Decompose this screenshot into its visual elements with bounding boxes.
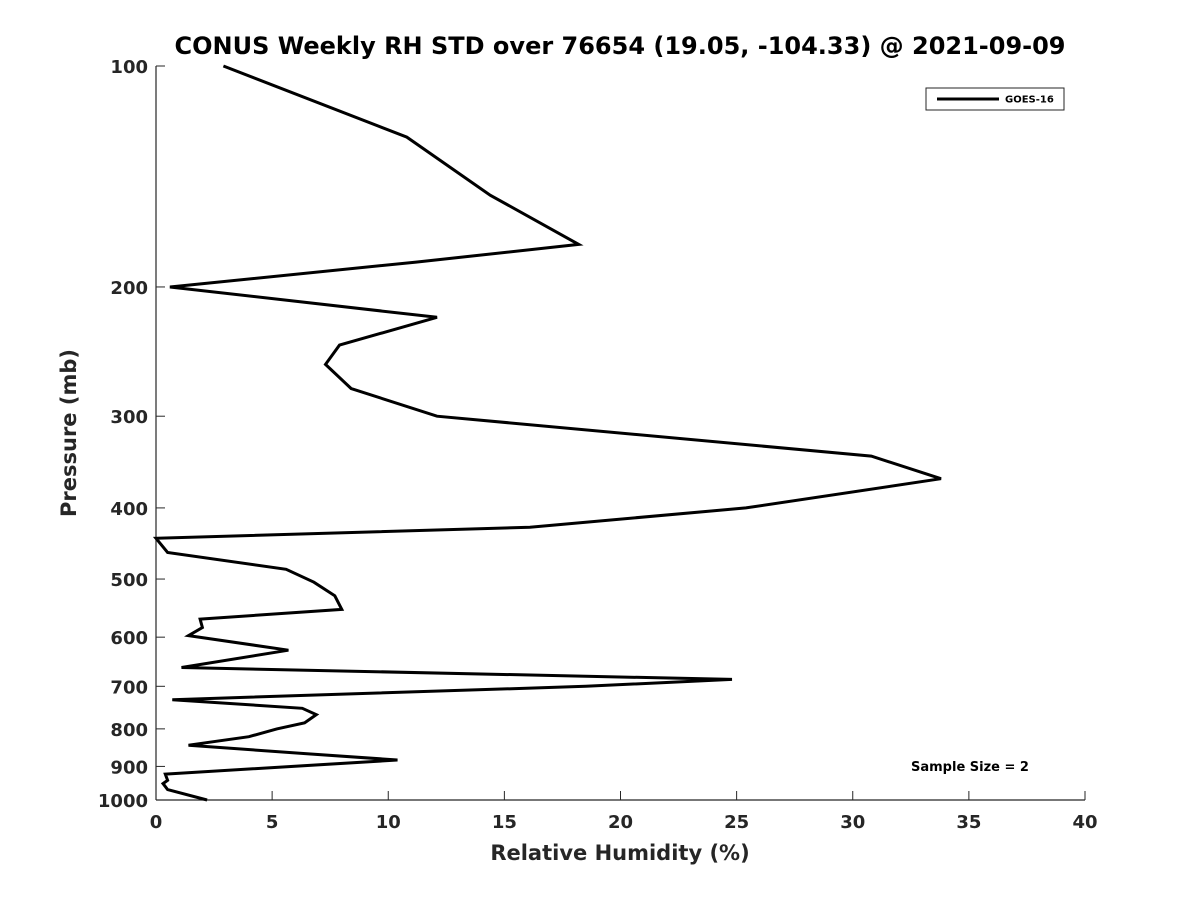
- x-tick-label: 35: [956, 812, 981, 833]
- x-axis-label: Relative Humidity (%): [490, 841, 749, 865]
- legend-label: GOES-16: [1005, 95, 1054, 106]
- x-tick-label: 40: [1072, 812, 1097, 833]
- y-tick-label: 800: [110, 720, 148, 741]
- x-tick-label: 25: [724, 812, 749, 833]
- sample-size-annotation: Sample Size = 2: [911, 760, 1029, 775]
- y-tick-label: 1000: [98, 791, 148, 812]
- tick-group: 0 5 10 15 20 25 30 35 40 100 200 300 400 500 600 700 800…: [98, 57, 1098, 833]
- x-tick-label: 10: [376, 812, 401, 833]
- y-tick-label: 400: [110, 499, 148, 520]
- y-tick-label: 200: [110, 278, 148, 299]
- y-tick-label: 300: [110, 407, 148, 428]
- axes: [155, 66, 1085, 801]
- y-tick-label: 700: [110, 677, 148, 698]
- y-tick-label: 100: [110, 57, 148, 78]
- chart-title: CONUS Weekly RH STD over 76654 (19.05, -…: [174, 32, 1065, 60]
- y-tick-label: 600: [110, 628, 148, 649]
- x-tick-label: 0: [150, 812, 163, 833]
- series-line-goes16: [152, 64, 942, 802]
- y-axis-label: Pressure (mb): [57, 349, 81, 517]
- legend: GOES-16: [925, 87, 1065, 111]
- x-tick-label: 5: [266, 812, 279, 833]
- x-tick-label: 30: [840, 812, 865, 833]
- y-tick-label: 500: [110, 570, 148, 591]
- y-tick-label: 900: [110, 757, 148, 778]
- x-tick-label: 15: [492, 812, 517, 833]
- x-tick-label: 20: [608, 812, 633, 833]
